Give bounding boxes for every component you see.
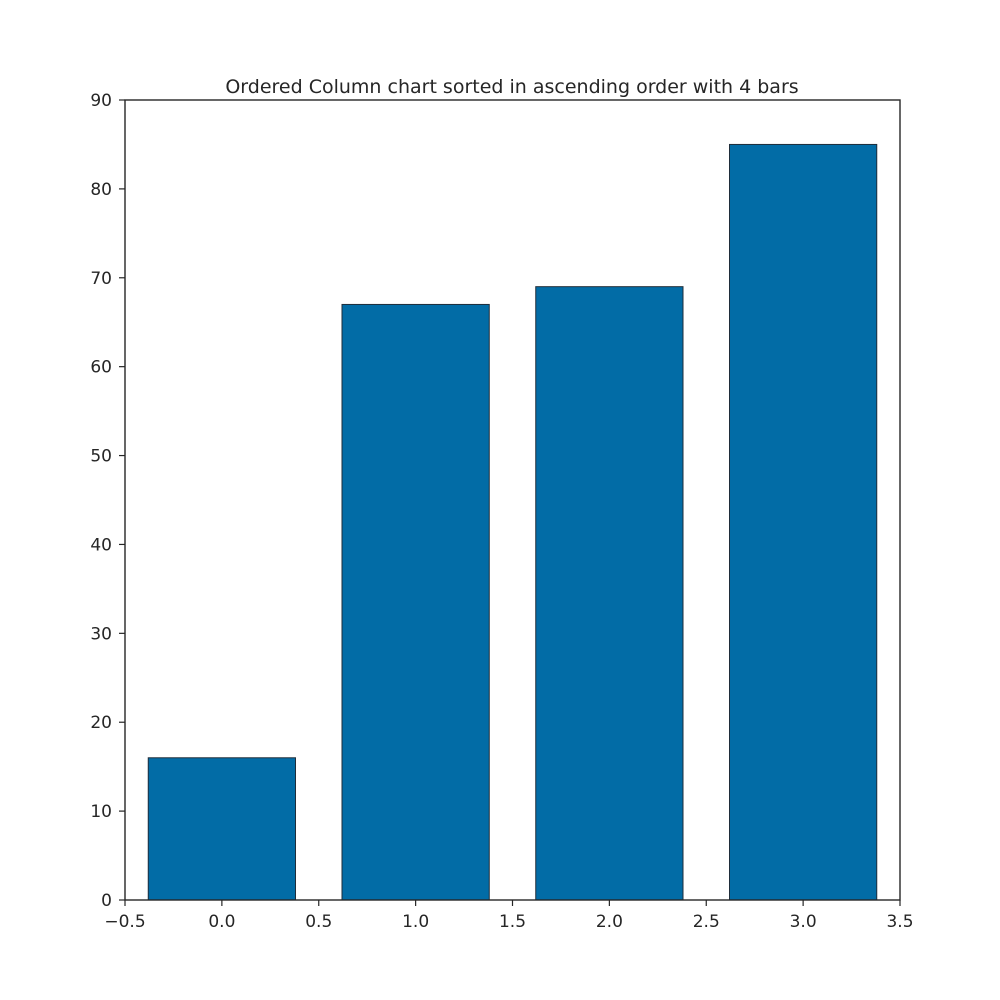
x-tick-label: 0.0 xyxy=(208,912,235,932)
y-tick-label: 0 xyxy=(101,891,112,911)
x-tick-label: 2.5 xyxy=(693,912,720,932)
y-tick-label: 30 xyxy=(90,624,112,644)
bar-3 xyxy=(729,143,878,901)
x-axis: −0.5 0.0 0.5 1.0 1.5 2.0 2.5 3.0 3.5 xyxy=(104,900,914,932)
y-tick-label: 40 xyxy=(90,535,112,555)
bar-1 xyxy=(341,303,490,901)
x-tick-label: 3.0 xyxy=(790,912,817,932)
chart-title: Ordered Column chart sorted in ascending… xyxy=(225,76,798,98)
x-tick-label: 1.0 xyxy=(402,912,429,932)
y-axis: 0 10 20 30 40 50 60 70 80 90 xyxy=(90,91,125,911)
y-tick-label: 50 xyxy=(90,447,112,467)
plot-frame xyxy=(124,99,901,901)
x-tick-label: 0.5 xyxy=(305,912,332,932)
bars-group xyxy=(147,143,878,901)
x-tick-label: 1.5 xyxy=(499,912,526,932)
y-tick-label: 90 xyxy=(90,91,112,111)
y-tick-label: 10 xyxy=(90,802,112,822)
bar-0 xyxy=(147,757,296,901)
x-tick-label: 3.5 xyxy=(886,912,913,932)
y-tick-label: 20 xyxy=(90,713,112,733)
y-tick-label: 80 xyxy=(90,180,112,200)
y-tick-label: 70 xyxy=(90,269,112,289)
y-tick-label: 60 xyxy=(90,358,112,378)
x-tick-label: 2.0 xyxy=(596,912,623,932)
bar-2 xyxy=(535,286,684,901)
x-tick-label: −0.5 xyxy=(104,912,145,932)
